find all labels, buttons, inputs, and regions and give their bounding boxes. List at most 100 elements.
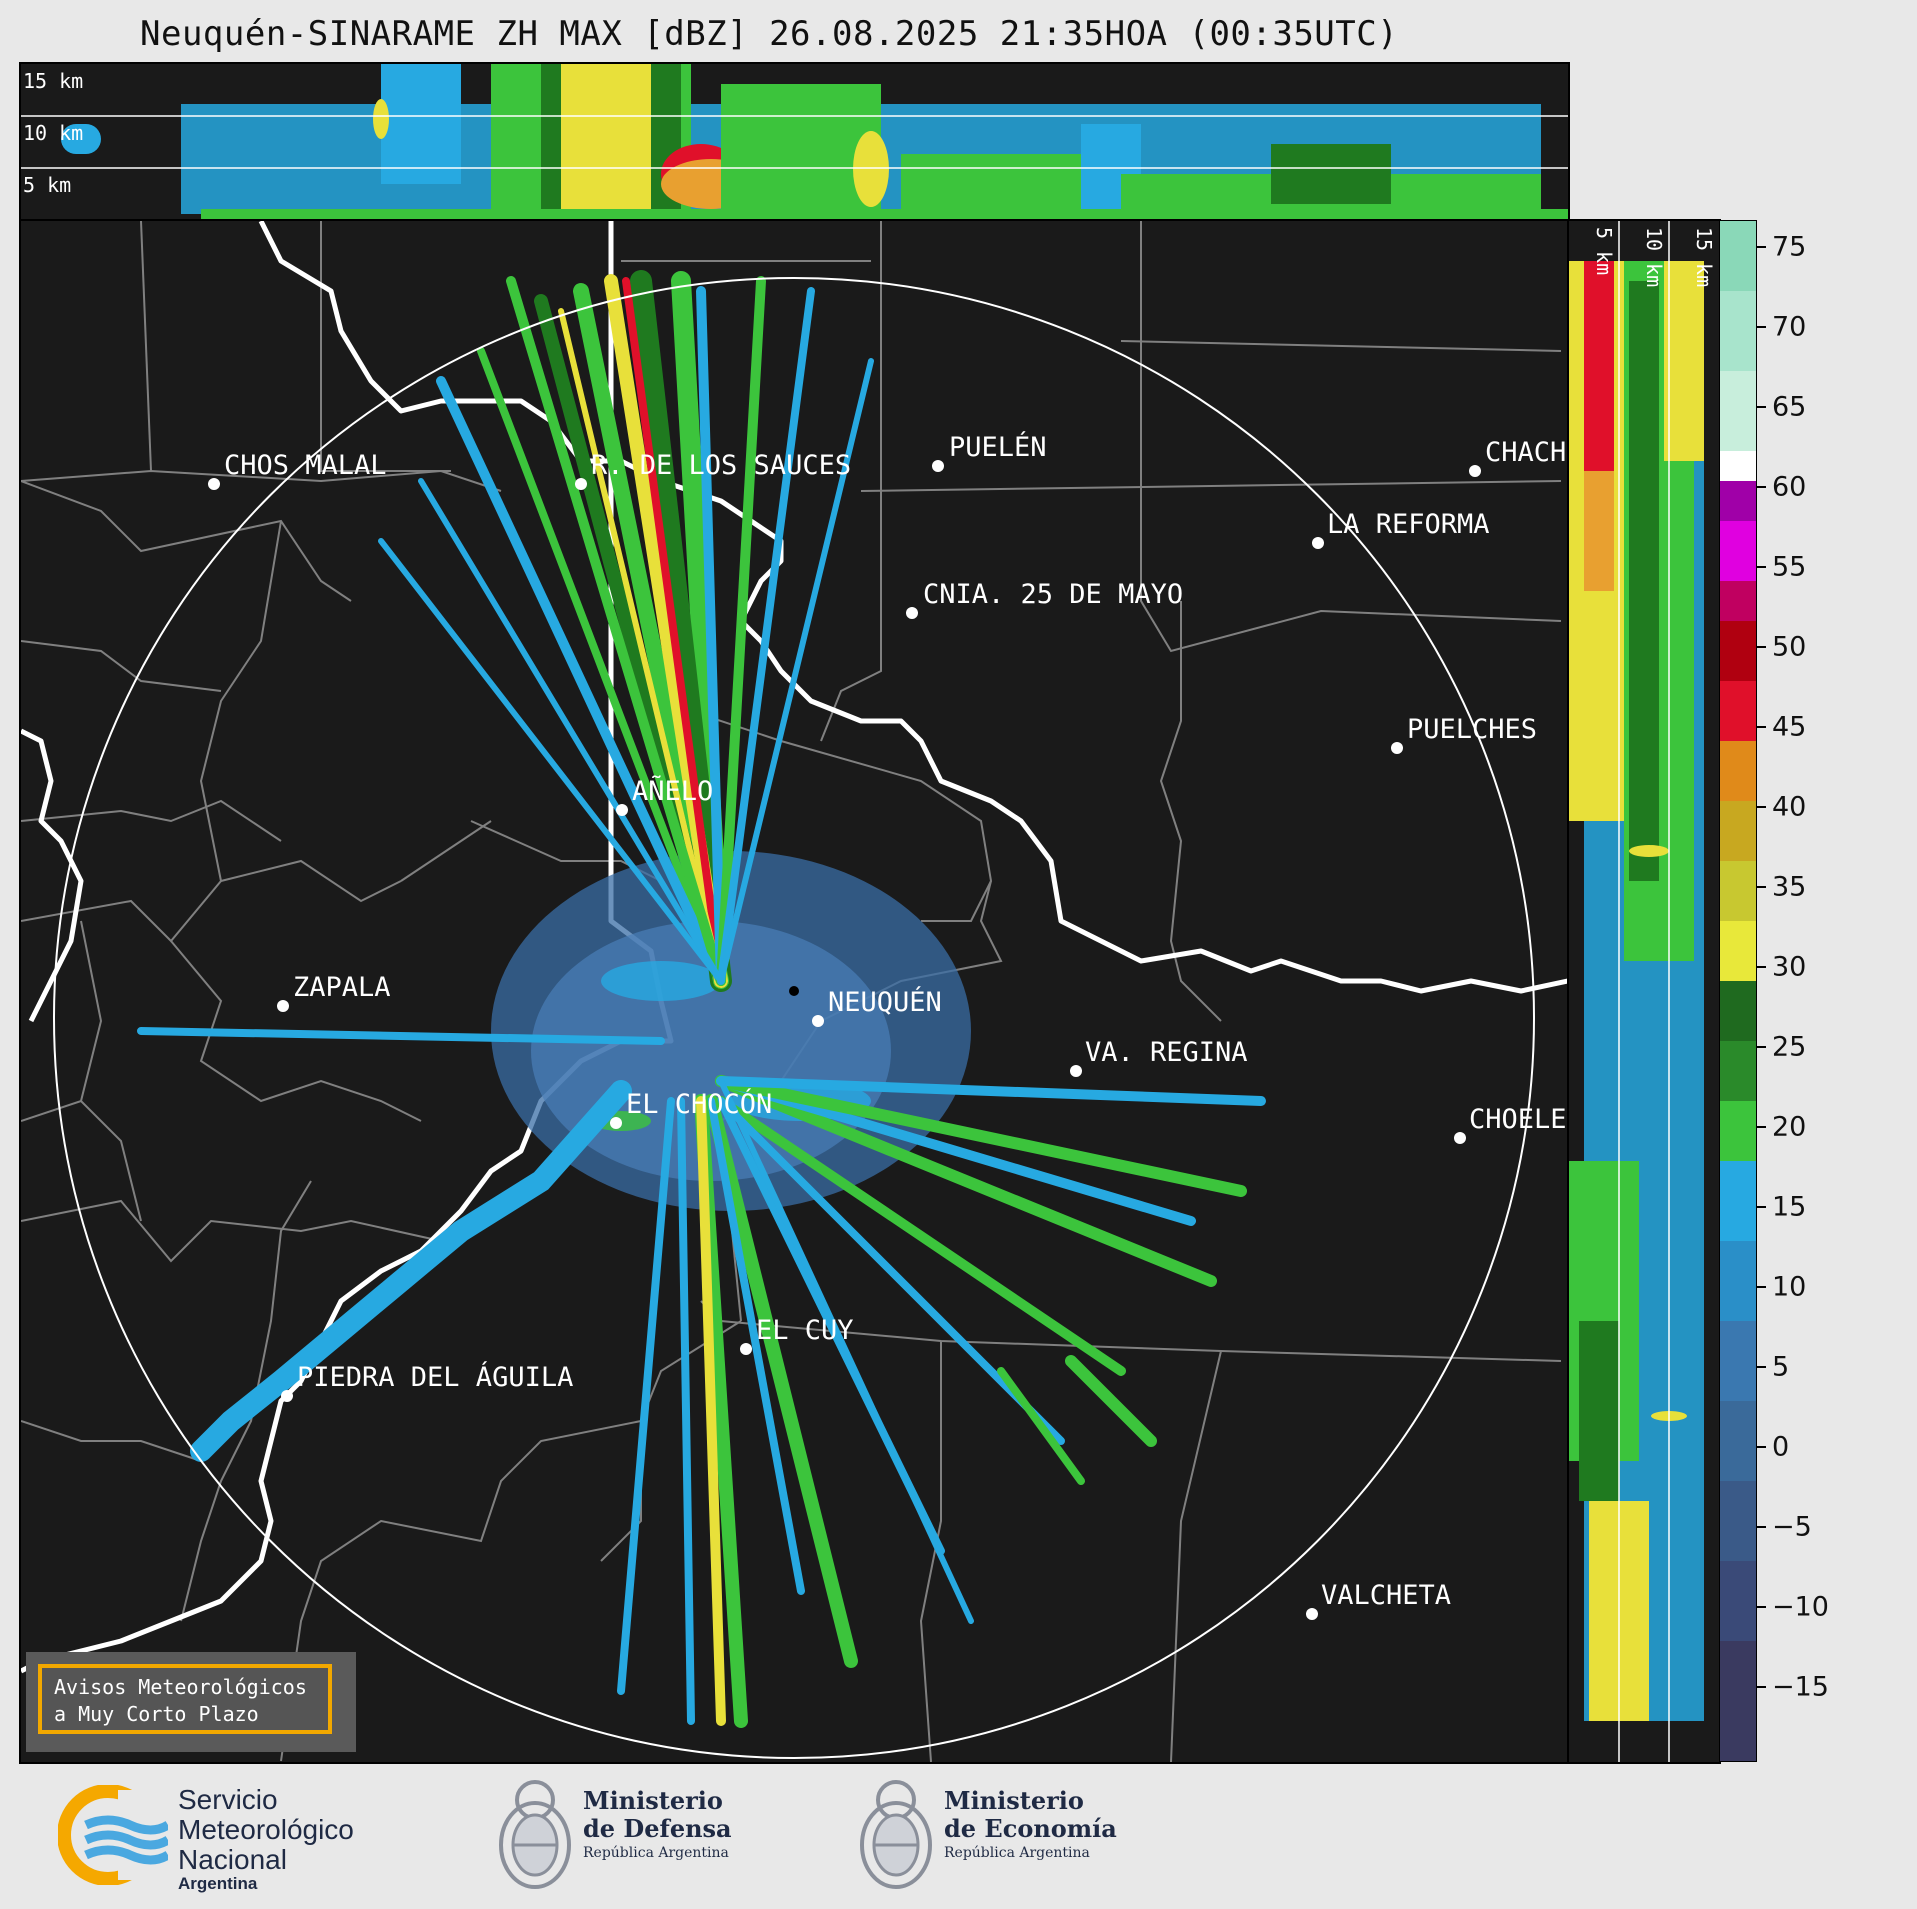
colorbar-label: 60 (1772, 471, 1807, 503)
colorbar-label: −10 (1772, 1591, 1829, 1623)
defensa-line-2: de Defensa (583, 1814, 732, 1843)
side-height-label-5: 5 km (1592, 227, 1616, 275)
warning-line-1: Avisos Meteorológicos (54, 1675, 307, 1699)
colorbar-label: 75 (1772, 231, 1807, 263)
colorbar-tick (1756, 646, 1766, 648)
economia-line-3: República Argentina (944, 1845, 1090, 1861)
city-dot (610, 1117, 622, 1129)
colorbar-tick (1756, 806, 1766, 808)
colorbar-tick (1756, 1606, 1766, 1608)
defensa-line-3: República Argentina (583, 1845, 729, 1861)
colorbar-label: 40 (1772, 791, 1807, 823)
colorbar-tick (1756, 406, 1766, 408)
defensa-logo: Ministerio de Defensa República Argentin… (495, 1775, 755, 1900)
city-dot (1306, 1608, 1318, 1620)
side-echo-profile (1569, 261, 1704, 1721)
city-label-chos-malal: CHOS MALAL (224, 450, 387, 481)
colorbar-label: 25 (1772, 1031, 1807, 1063)
city-dot (277, 1000, 289, 1012)
smn-line-4: Argentina (178, 1874, 258, 1893)
side-cross-section-plot: 5 km 10 km 15 km (1569, 221, 1716, 1762)
smn-line-3: Nacional (178, 1844, 287, 1875)
city-markers: CHOS MALAL R. DE LOS SAUCES PUELÉN CHACH… (208, 431, 1567, 1620)
city-label-choele: CHOELE (1469, 1104, 1567, 1135)
city-label-anelo: AÑELO (632, 775, 713, 807)
city-dot (575, 478, 587, 490)
city-dot (281, 1390, 293, 1402)
radar-site-marker (789, 986, 799, 996)
city-dot (740, 1343, 752, 1355)
range-ring (53, 277, 1535, 1759)
city-dot (1391, 742, 1403, 754)
colorbar-tick (1756, 1126, 1766, 1128)
colorbar-label: 10 (1772, 1271, 1807, 1303)
city-label-neuquen: NEUQUÉN (828, 986, 942, 1018)
colorbar-label: 35 (1772, 871, 1807, 903)
city-label-la-reforma: LA REFORMA (1327, 509, 1490, 540)
colorbar-tick (1756, 1446, 1766, 1448)
colorbar-tick (1756, 1366, 1766, 1368)
city-dot (616, 804, 628, 816)
colorbar-tick (1756, 1046, 1766, 1048)
city-label-el-cuy: EL CUY (756, 1315, 854, 1346)
city-label-va-regina: VA. REGINA (1085, 1037, 1248, 1068)
city-dot (1454, 1132, 1466, 1144)
smn-logo-icon (57, 1784, 171, 1886)
top-cross-section-panel: 15 km 10 km 5 km (19, 62, 1570, 222)
warning-box: Avisos Meteorológicos a Muy Corto Plazo (38, 1664, 332, 1734)
colorbar-label: 30 (1772, 951, 1807, 983)
smn-line-2: Meteorológico (178, 1814, 354, 1845)
colorbar-label: 65 (1772, 391, 1807, 423)
colorbar-tick (1756, 1686, 1766, 1688)
city-dot (1469, 465, 1481, 477)
city-label-puelen: PUELÉN (949, 431, 1047, 463)
colorbar-tick (1756, 326, 1766, 328)
page-title: Neuquén-SINARAME ZH MAX [dBZ] 26.08.2025… (140, 14, 1399, 54)
city-label-piedra-del-aguila: PIEDRA DEL ÁGUILA (297, 1361, 573, 1393)
city-label-valcheta: VALCHETA (1321, 1580, 1451, 1611)
city-dot (906, 607, 918, 619)
colorbar-label: −15 (1772, 1671, 1829, 1703)
city-dot (812, 1015, 824, 1027)
economia-line-1: Ministerio (944, 1786, 1084, 1815)
city-label-zapala: ZAPALA (293, 972, 391, 1003)
echo-streaks (137, 270, 1266, 1728)
colorbar-tick (1756, 566, 1766, 568)
colorbar-label: 55 (1772, 551, 1807, 583)
colorbar-tick (1756, 886, 1766, 888)
colorbar-tick (1756, 1526, 1766, 1528)
colorbar-label: 45 (1772, 711, 1807, 743)
city-label-chach: CHACH (1485, 437, 1566, 468)
colorbar-label: 20 (1772, 1111, 1807, 1143)
smn-line-1: Servicio (178, 1784, 278, 1815)
economia-line-2: de Economía (944, 1814, 1117, 1843)
city-label-cnia-25-de-mayo: CNIA. 25 DE MAYO (923, 579, 1183, 610)
top-cross-section-plot: 15 km 10 km 5 km (21, 64, 1568, 220)
colorbar-label: 5 (1772, 1351, 1790, 1383)
top-height-label-15: 15 km (23, 69, 83, 93)
smn-logo: Servicio Meteorológico Nacional Argentin… (57, 1784, 398, 1893)
city-label-el-chocon: EL CHOCÓN (626, 1088, 772, 1120)
colorbar-label: −5 (1772, 1511, 1812, 1543)
reflectivity-colorbar (1719, 220, 1757, 1762)
top-height-label-5: 5 km (23, 173, 71, 197)
top-height-label-10: 10 km (23, 121, 83, 145)
city-label-r-de-los-sauces: R. DE LOS SAUCES (591, 450, 851, 481)
colorbar-tick (1756, 726, 1766, 728)
colorbar-tick (1756, 966, 1766, 968)
national-coat-of-arms-icon (860, 1780, 932, 1889)
city-dot (932, 460, 944, 472)
city-dot (1070, 1065, 1082, 1077)
side-height-label-15: 15 km (1692, 227, 1716, 287)
colorbar-tick (1756, 1206, 1766, 1208)
colorbar-label: 0 (1772, 1431, 1790, 1463)
colorbar-label: 70 (1772, 311, 1807, 343)
defensa-line-1: Ministerio (583, 1786, 723, 1815)
national-coat-of-arms-icon (499, 1780, 571, 1889)
city-dot (1312, 537, 1324, 549)
colorbar-scale (1720, 221, 1756, 1761)
colorbar-tick (1756, 246, 1766, 248)
colorbar-tick (1756, 1286, 1766, 1288)
side-height-label-10: 10 km (1642, 227, 1666, 287)
city-label-puelches: PUELCHES (1407, 714, 1537, 745)
